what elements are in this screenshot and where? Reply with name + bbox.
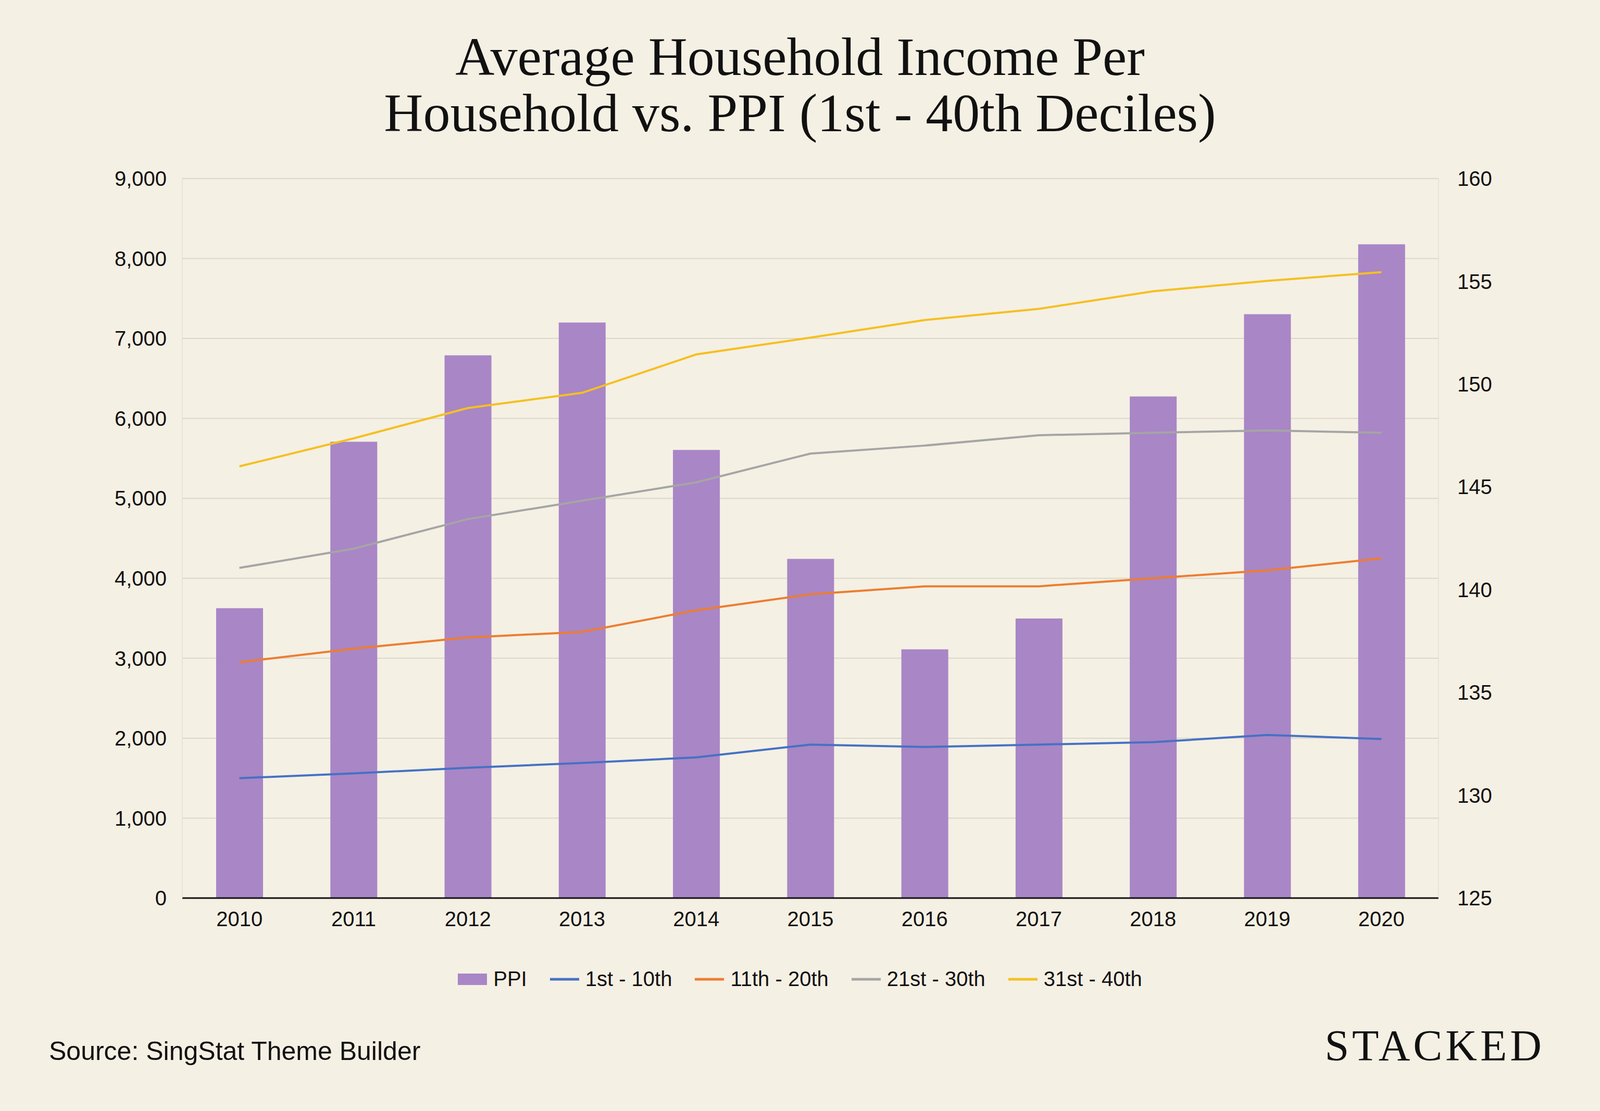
svg-text:2010: 2010 — [216, 907, 263, 931]
svg-text:150: 150 — [1457, 372, 1493, 396]
html-text:21st - 30th: 21st - 30th — [886, 967, 986, 991]
svg-text:2020: 2020 — [1358, 907, 1405, 931]
html-text:Average Household Income Per H: Average Household Income Per Household v… — [384, 26, 1216, 143]
svg-text:3,000: 3,000 — [114, 647, 167, 671]
svg-text:2018: 2018 — [1129, 907, 1177, 931]
svg-text:2015: 2015 — [787, 907, 834, 931]
svg-text:6,000: 6,000 — [114, 407, 167, 431]
svg-text:135: 135 — [1457, 681, 1493, 705]
svg-text:140: 140 — [1457, 578, 1493, 602]
svg-text:4,000: 4,000 — [114, 567, 167, 591]
svg-text:2016: 2016 — [901, 907, 948, 931]
svg-text:2,000: 2,000 — [114, 727, 167, 750]
svg-text:155: 155 — [1457, 270, 1493, 294]
html-text:Source: SingStat Theme Builder: Source: SingStat Theme Builder — [48, 1036, 421, 1067]
svg-text:9,000: 9,000 — [114, 167, 167, 191]
html-text:31st - 40th: 31st - 40th — [1043, 967, 1143, 991]
svg-text:8,000: 8,000 — [114, 247, 167, 271]
svg-text:2013: 2013 — [558, 907, 606, 931]
svg-text:0: 0 — [155, 886, 167, 910]
svg-text:145: 145 — [1457, 475, 1493, 499]
svg-text:2011: 2011 — [331, 907, 377, 931]
svg-text:1,000: 1,000 — [114, 807, 167, 831]
html-text:11th - 20th: 11th - 20th — [730, 967, 829, 991]
html-text:PPI: PPI — [493, 967, 527, 991]
svg-text:2012: 2012 — [444, 907, 492, 931]
html-text:STACKED: STACKED — [1324, 1021, 1545, 1071]
svg-text:7,000: 7,000 — [114, 327, 167, 350]
svg-text:125: 125 — [1457, 886, 1493, 910]
svg-text:160: 160 — [1457, 167, 1493, 191]
svg-text:2014: 2014 — [672, 907, 720, 931]
svg-text:5,000: 5,000 — [114, 486, 167, 510]
html-text:1st - 10th: 1st - 10th — [585, 967, 673, 991]
svg-text:2019: 2019 — [1244, 907, 1291, 931]
svg-text:2017: 2017 — [1015, 907, 1062, 931]
svg-text:130: 130 — [1457, 784, 1493, 808]
